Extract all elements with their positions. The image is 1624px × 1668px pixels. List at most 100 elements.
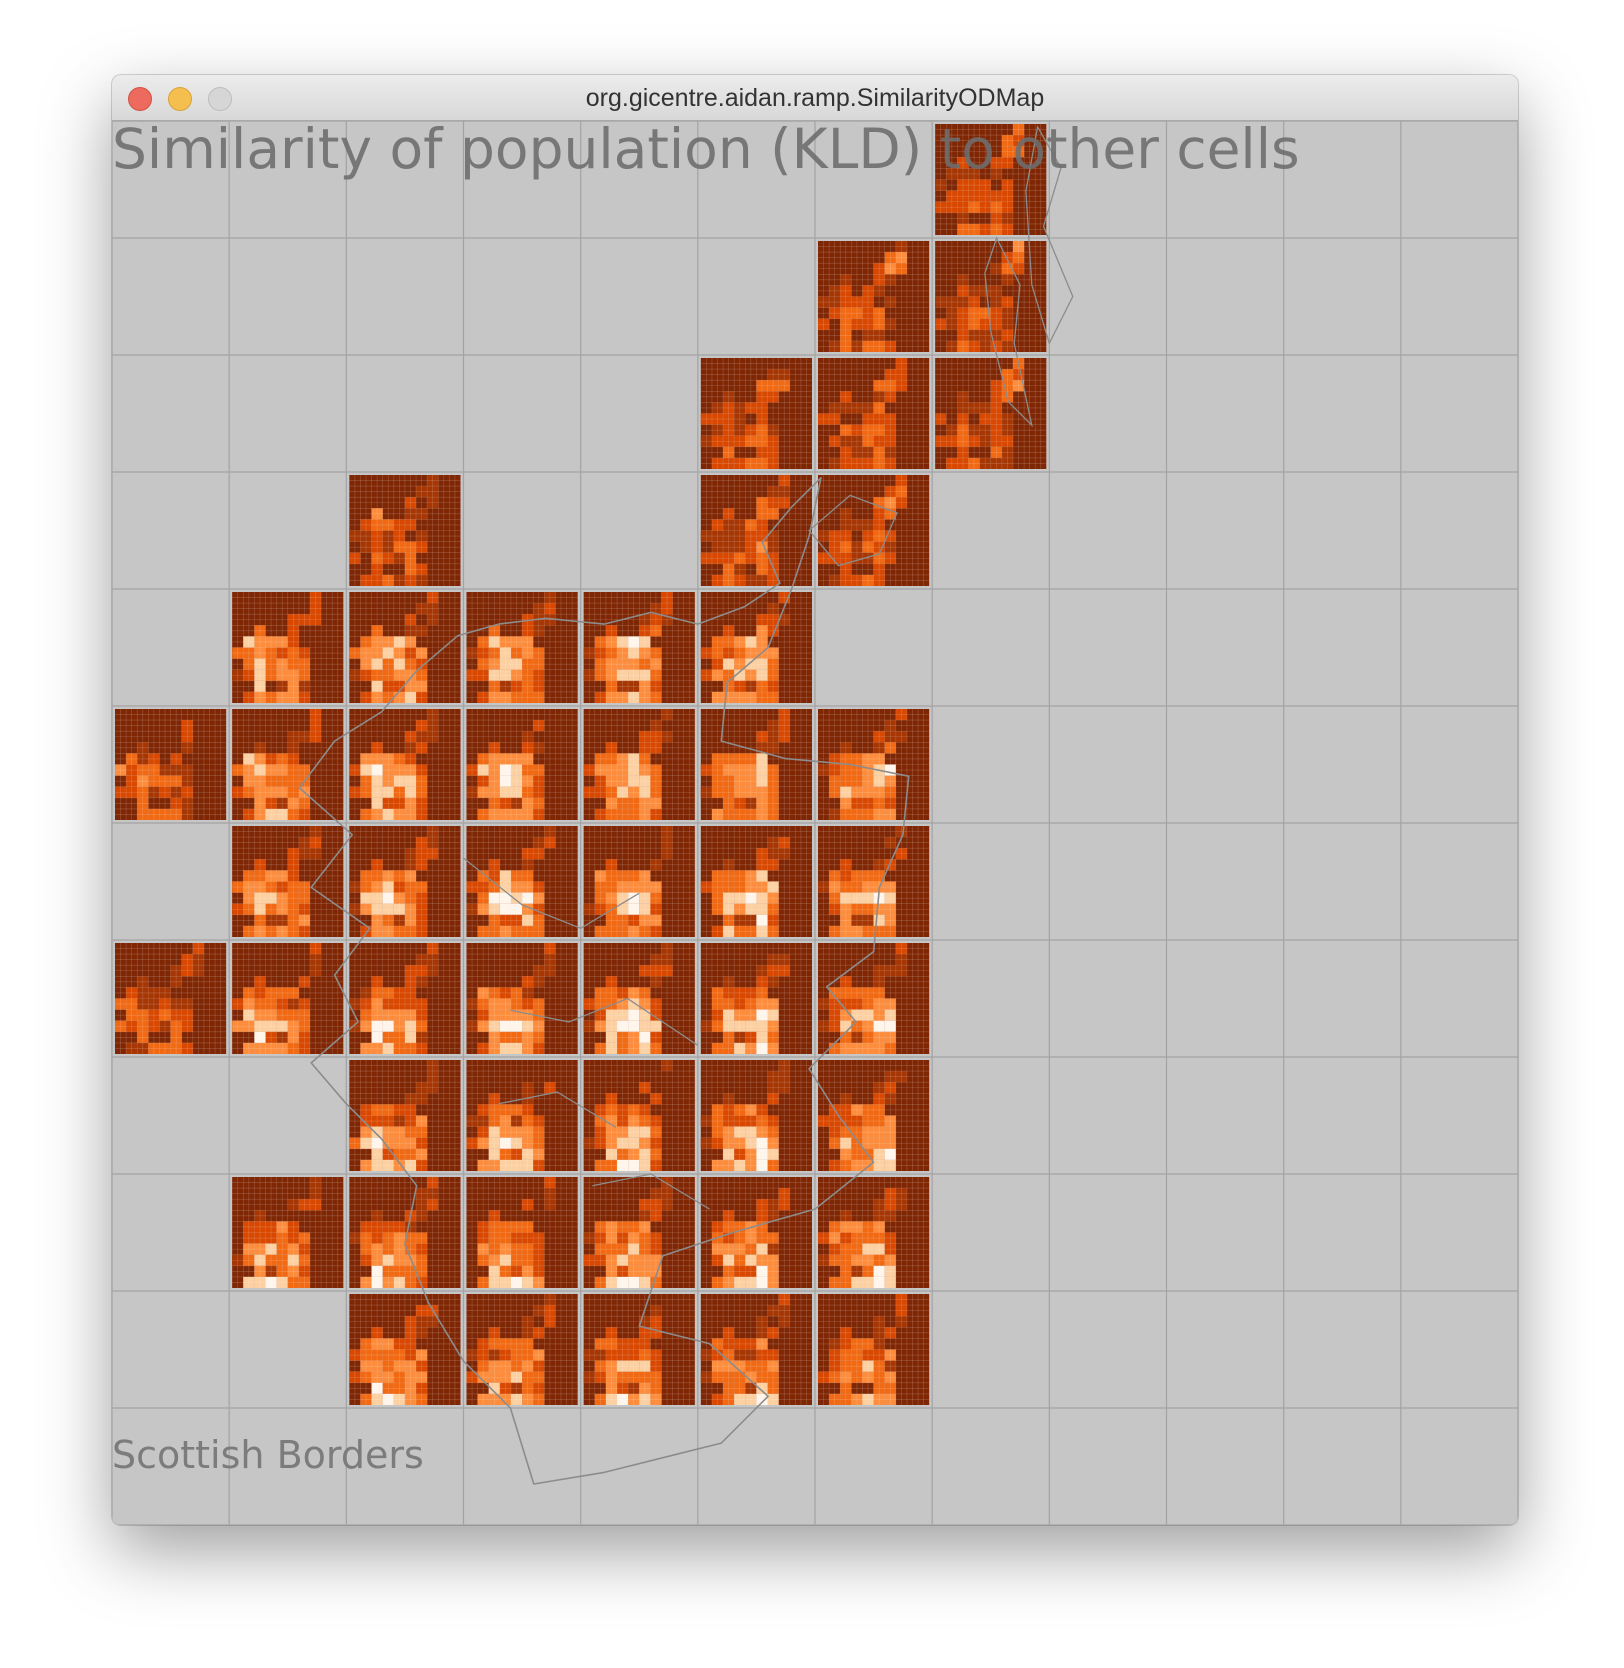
heat-cell — [840, 457, 852, 469]
heat-cell — [829, 903, 841, 915]
heat-cell — [723, 914, 735, 926]
heat-cell — [404, 903, 417, 915]
heat-cell — [544, 1188, 556, 1200]
heat-cell — [756, 925, 768, 937]
heat-cell — [298, 998, 310, 1010]
heat-cell — [404, 881, 417, 893]
heat-cell — [873, 1020, 885, 1032]
heat-cell — [723, 658, 735, 670]
heat-cell — [840, 274, 852, 286]
tile-fine-grid — [232, 943, 344, 1054]
heat-cell — [734, 402, 746, 414]
heat-cell — [148, 998, 160, 1010]
heat-cell — [818, 530, 830, 542]
heat-cell — [533, 998, 545, 1010]
tile-fine-grid — [818, 709, 930, 820]
heat-cell — [873, 870, 885, 882]
heat-cell — [544, 943, 556, 955]
heat-cell — [605, 1126, 618, 1138]
heat-cell — [404, 1126, 417, 1138]
heat-cell — [862, 1042, 874, 1054]
heat-cell — [873, 742, 885, 754]
heat-cell — [829, 552, 841, 564]
heat-cell — [404, 1265, 417, 1277]
heat-cell — [393, 574, 405, 586]
heat-cell — [605, 1243, 618, 1255]
od-tile — [349, 826, 461, 937]
heat-cell — [734, 1137, 746, 1149]
heat-cell — [840, 775, 852, 787]
heat-cell — [650, 1276, 662, 1288]
heat-cell — [287, 1199, 299, 1211]
close-button[interactable] — [128, 87, 152, 111]
heat-cell — [382, 647, 394, 659]
heat-cell — [884, 808, 896, 820]
region-label: Scottish Borders — [112, 1433, 424, 1477]
heat-cell — [840, 808, 852, 820]
heat-cell — [583, 1254, 595, 1266]
heat-cell — [756, 1042, 768, 1054]
heat-cell — [148, 987, 160, 999]
heat-cell — [734, 1148, 746, 1160]
heat-cell — [829, 1115, 841, 1127]
heat-cell — [544, 603, 556, 615]
heat-cell — [393, 541, 405, 553]
heat-cell — [734, 435, 746, 447]
heat-cell — [628, 1031, 640, 1043]
heat-cell — [159, 1009, 171, 1021]
heat-cell — [851, 318, 863, 330]
heat-cell — [499, 881, 511, 893]
heat-cell — [639, 614, 651, 626]
tile-fine-grid — [466, 1294, 578, 1405]
heat-cell — [276, 870, 288, 882]
minimize-button[interactable] — [168, 87, 192, 111]
heat-cell — [862, 318, 874, 330]
heat-cell — [488, 775, 500, 787]
heat-cell — [639, 881, 651, 893]
heat-cell — [510, 1031, 523, 1043]
heat-cell — [382, 1382, 394, 1394]
heat-cell — [393, 647, 405, 659]
heat-cell — [544, 1305, 556, 1317]
heat-cell — [723, 1159, 735, 1171]
heat-cell — [416, 1393, 428, 1405]
heat-cell — [756, 1265, 768, 1277]
heat-cell — [734, 753, 746, 765]
heat-cell — [360, 753, 372, 765]
heat-cell — [605, 914, 618, 926]
heat-cell — [884, 424, 896, 436]
heat-cell — [884, 391, 896, 403]
heat-cell — [935, 296, 947, 308]
heat-cell — [957, 190, 969, 202]
heat-cell — [427, 1082, 439, 1094]
heat-cell — [243, 647, 255, 659]
od-map-canvas[interactable]: Similarity of population (KLD) to other … — [112, 117, 1518, 1525]
heat-cell — [840, 424, 852, 436]
heat-cell — [840, 1210, 852, 1222]
heat-cell — [287, 625, 299, 637]
heat-cell — [711, 753, 724, 765]
heat-cell — [661, 826, 673, 838]
tile-fine-grid — [935, 124, 1047, 235]
zoom-button[interactable] — [208, 87, 232, 111]
heat-cell — [137, 786, 149, 798]
heat-cell — [884, 1137, 896, 1149]
title-bar[interactable]: org.gicentre.aidan.ramp.SimilarityODMap — [112, 75, 1518, 121]
heat-cell — [477, 1232, 489, 1244]
heat-cell — [895, 263, 907, 275]
heat-cell — [639, 1104, 651, 1116]
heat-cell — [990, 402, 1002, 414]
heat-cell — [488, 881, 500, 893]
heat-cell — [840, 1254, 852, 1266]
heat-cell — [605, 859, 618, 871]
heat-cell — [287, 914, 299, 926]
heat-cell — [371, 1254, 383, 1266]
heat-cell — [778, 475, 790, 487]
heat-cell — [756, 1115, 768, 1127]
heat-cell — [254, 775, 266, 787]
od-map[interactable] — [112, 121, 1518, 1525]
heat-cell — [957, 168, 969, 180]
heat-cell — [276, 1221, 288, 1233]
heat-cell — [650, 720, 662, 732]
heat-cell — [265, 1243, 277, 1255]
